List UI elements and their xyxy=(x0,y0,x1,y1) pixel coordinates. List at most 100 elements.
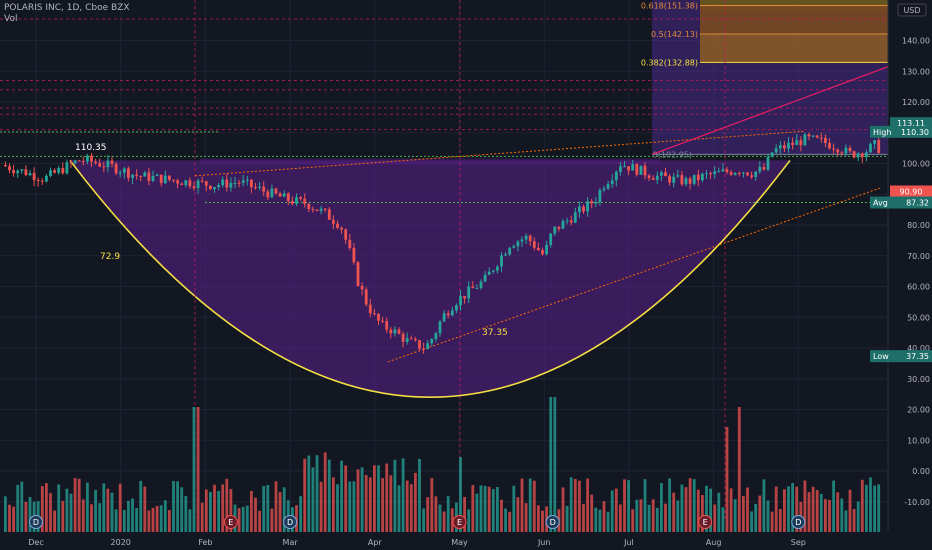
candle-body xyxy=(729,172,733,175)
fib-level-label: 0(102.95) xyxy=(653,150,692,159)
candle-body xyxy=(336,223,339,228)
candle-body xyxy=(36,180,40,182)
candle-body xyxy=(139,175,143,177)
volume-bar xyxy=(94,490,97,532)
currency-label: USD xyxy=(903,6,920,15)
volume-bar xyxy=(180,487,184,532)
candle-body xyxy=(393,329,397,334)
x-tick-label: Feb xyxy=(198,538,212,547)
volume-bar xyxy=(327,459,331,532)
volume-bar xyxy=(754,503,758,532)
candle-body xyxy=(537,247,540,251)
volume-bar xyxy=(758,495,762,532)
candle-body xyxy=(795,140,799,146)
candle-body xyxy=(16,170,20,174)
candle-body xyxy=(159,174,163,184)
volume-bar xyxy=(606,511,610,532)
price-axis: 140.00130.00120.00110.00100.0090.0080.00… xyxy=(887,0,932,550)
volume-bar xyxy=(348,481,352,532)
volume-bar xyxy=(717,492,721,532)
candle-body xyxy=(118,172,122,174)
volume-bar xyxy=(81,499,85,532)
candle-body xyxy=(340,227,343,230)
volume-bar xyxy=(336,484,339,532)
candle-body xyxy=(233,182,237,184)
y-tick-label: 130.00 xyxy=(902,67,930,76)
candle-body xyxy=(664,172,667,177)
volume-bar xyxy=(869,477,872,532)
volume-bar xyxy=(40,486,44,532)
candle-body xyxy=(262,186,266,192)
volume-bar xyxy=(807,492,811,532)
volume-bar xyxy=(385,463,389,532)
candle-body xyxy=(627,166,630,171)
candle-body xyxy=(721,169,725,172)
volume-bar xyxy=(213,484,216,532)
volume-bar xyxy=(848,489,852,532)
volume-bar xyxy=(795,486,799,532)
annotation-low: 37.35 xyxy=(482,328,508,338)
dividend-marker xyxy=(283,515,298,529)
volume-bar xyxy=(106,488,110,532)
candle-body xyxy=(578,206,581,213)
volume-bar xyxy=(430,478,434,532)
volume-bar xyxy=(303,458,307,532)
volume-bar xyxy=(815,490,819,532)
volume-bar xyxy=(250,491,253,532)
candle-body xyxy=(163,175,167,184)
volume-bar xyxy=(762,479,766,532)
volume-bar xyxy=(225,478,229,532)
candle-body xyxy=(200,180,204,182)
candle-body xyxy=(783,145,786,149)
candle-body xyxy=(705,173,708,175)
volume-bar xyxy=(705,485,708,532)
volume-bar xyxy=(373,465,376,532)
volume-bar xyxy=(627,480,630,532)
y-tick-label: 10.00 xyxy=(907,436,930,445)
volume-bar xyxy=(491,489,495,532)
candle-body xyxy=(815,135,819,138)
candle-body xyxy=(81,160,85,162)
x-tick-label: Dec xyxy=(28,538,43,547)
horizontal-levels xyxy=(0,18,888,203)
volume-bar xyxy=(512,485,516,532)
earnings-marker xyxy=(452,515,467,529)
fib-level-label: 0.618(151.38) xyxy=(641,2,698,11)
volume-legend: Vol xyxy=(4,14,18,24)
candle-body xyxy=(877,140,881,153)
event-marker-label: D xyxy=(287,518,293,527)
x-tick-label: Aug xyxy=(706,538,722,547)
candle-body xyxy=(623,166,626,168)
candle-body xyxy=(487,271,491,275)
volume-bar xyxy=(102,483,106,532)
candle-body xyxy=(4,165,7,167)
currency-badge xyxy=(897,3,927,17)
candle-body xyxy=(241,180,245,183)
candle-body xyxy=(258,186,261,188)
volume-bar xyxy=(143,486,147,532)
volume-bar xyxy=(20,481,24,532)
candle-body xyxy=(684,178,688,185)
candle-body xyxy=(643,165,647,176)
candle-body xyxy=(184,180,188,186)
volume-bar xyxy=(791,482,794,532)
stat-tag xyxy=(870,125,932,138)
volume-bar xyxy=(561,487,565,532)
time-axis-bg xyxy=(0,532,932,550)
candle-body xyxy=(520,239,524,242)
volume-bar xyxy=(721,507,725,532)
candle-body xyxy=(496,266,499,271)
volume-bar xyxy=(664,503,667,532)
volume-bar xyxy=(573,478,577,532)
candle-body xyxy=(631,164,635,171)
stat-tag-label: Avg xyxy=(873,198,888,207)
volume-bar xyxy=(176,481,179,532)
candle-body xyxy=(303,198,307,204)
candle-body xyxy=(225,179,229,188)
candle-body xyxy=(401,333,405,342)
fib-zone-0618 xyxy=(700,5,888,34)
candle-body xyxy=(713,171,717,175)
volume-bar xyxy=(73,478,77,532)
